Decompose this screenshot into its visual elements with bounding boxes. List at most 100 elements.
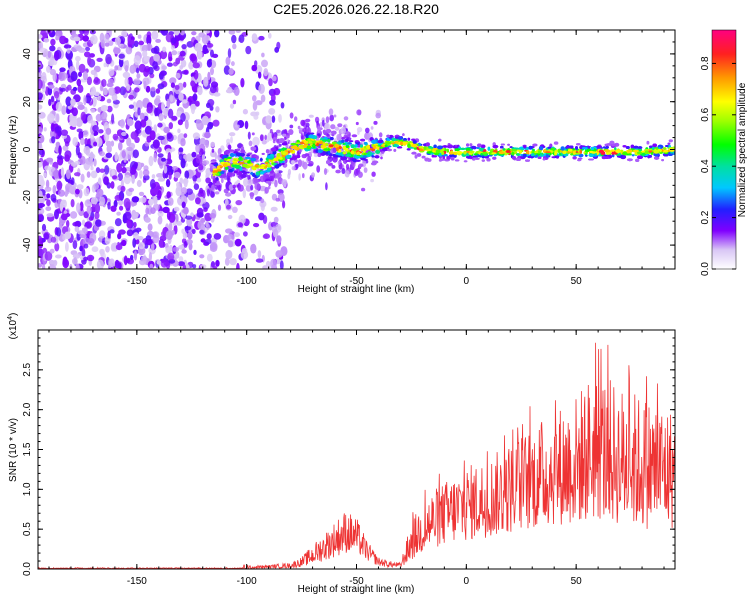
heatmap-cell — [203, 76, 209, 87]
heatmap-cell — [75, 117, 83, 128]
heatmap-cell — [308, 160, 314, 167]
heatmap-cell — [196, 212, 204, 218]
heatmap-cell — [316, 165, 321, 173]
heatmap-cell — [391, 138, 397, 142]
heatmap-cell — [341, 154, 345, 157]
heatmap-cell — [279, 260, 284, 269]
heatmap-cell — [151, 30, 159, 40]
x-tick-label: -150 — [127, 576, 147, 587]
heatmap-cell — [250, 184, 254, 191]
heatmap-cell — [275, 250, 283, 258]
heatmap-cell — [50, 236, 57, 243]
heatmap-cell — [131, 196, 140, 203]
heatmap-cell — [469, 143, 473, 147]
heatmap-cell — [455, 148, 461, 151]
heatmap-cell — [654, 156, 660, 160]
heatmap-cell — [210, 67, 214, 76]
heatmap-cell — [151, 182, 156, 189]
heatmap-cell — [163, 126, 170, 134]
heatmap-cell — [229, 83, 237, 88]
heatmap-cell — [55, 254, 62, 259]
heatmap-cell — [286, 138, 289, 143]
heatmap-cell — [662, 147, 667, 150]
heatmap-cell — [185, 239, 193, 245]
heatmap-cell — [72, 221, 80, 227]
heatmap-cell — [38, 235, 43, 243]
heatmap-cell — [323, 148, 328, 151]
heatmap-cell — [199, 254, 205, 259]
heatmap-cell — [129, 64, 136, 74]
heatmap-cell — [199, 229, 205, 235]
heatmap-cell — [371, 155, 375, 158]
heatmap-cell — [119, 205, 124, 211]
heatmap-cell — [231, 34, 237, 44]
heatmap-cell — [480, 144, 486, 149]
heatmap-cell — [280, 102, 285, 109]
heatmap-cell — [214, 30, 220, 38]
heatmap-cell — [106, 105, 113, 113]
heatmap-cell — [70, 177, 75, 186]
heatmap-cell — [169, 77, 177, 85]
heatmap-cell — [46, 199, 51, 207]
heatmap-cell — [53, 91, 60, 99]
heatmap-cell — [229, 149, 234, 152]
heatmap-cell — [270, 206, 278, 212]
heatmap-cell — [327, 148, 331, 151]
heatmap-cell — [500, 145, 504, 149]
heatmap-cell — [305, 118, 311, 123]
heatmap-cell — [114, 36, 121, 46]
heatmap-cell — [143, 115, 149, 122]
heatmap-cell — [126, 137, 132, 147]
heatmap-cell — [38, 263, 43, 268]
heatmap-cell — [89, 151, 94, 161]
heatmap-cell — [354, 140, 360, 143]
heatmap-cell — [235, 124, 240, 128]
heatmap-cell — [527, 155, 532, 159]
heatmap-cell — [225, 228, 233, 234]
heatmap-cell — [176, 181, 180, 189]
heatmap-cell — [255, 171, 260, 176]
heatmap-cell — [123, 174, 131, 185]
heatmap-cell — [542, 158, 546, 161]
heatmap-cell — [207, 121, 214, 130]
heatmap-cell — [297, 159, 303, 168]
heatmap-cell — [158, 239, 164, 248]
heatmap-cell — [270, 258, 277, 269]
heatmap-cell — [371, 139, 377, 144]
heatmap-cell — [276, 153, 281, 157]
y-tick-label: -20 — [22, 190, 33, 205]
heatmap-cell — [77, 84, 84, 94]
colorbar-label: Normalized spectral amplitude — [737, 82, 748, 217]
heatmap-cell — [326, 160, 331, 165]
heatmap-cell — [644, 150, 649, 155]
heatmap-cell — [229, 132, 236, 137]
heatmap-cell — [117, 154, 123, 162]
heatmap-cell — [260, 164, 266, 167]
heatmap-cell — [175, 186, 183, 197]
heatmap-cell — [39, 134, 45, 143]
heatmap-cell — [185, 215, 193, 220]
heatmap-cell — [238, 162, 245, 165]
heatmap-cell — [38, 203, 45, 208]
heatmap-cell — [38, 79, 43, 90]
heatmap-cell — [133, 40, 139, 47]
heatmap-cell — [431, 154, 435, 158]
heatmap-cell — [176, 99, 180, 107]
heatmap-cell — [228, 67, 234, 75]
heatmap-cell — [661, 159, 664, 162]
heatmap-cell — [157, 153, 164, 158]
heatmap-cell — [308, 114, 314, 118]
heatmap-cell — [667, 142, 671, 145]
heatmap-cell — [179, 35, 185, 41]
heatmap-cell — [109, 258, 115, 268]
heatmap-cell — [580, 145, 583, 149]
heatmap-cell — [327, 150, 331, 155]
heatmap-cell — [663, 149, 669, 153]
heatmap-cell — [260, 198, 265, 204]
heatmap-cell — [130, 131, 137, 140]
heatmap-cell — [148, 198, 154, 206]
heatmap-cell — [653, 149, 659, 154]
heatmap-cell — [135, 128, 142, 134]
heatmap-cell — [38, 34, 43, 39]
heatmap-cell — [562, 150, 567, 155]
